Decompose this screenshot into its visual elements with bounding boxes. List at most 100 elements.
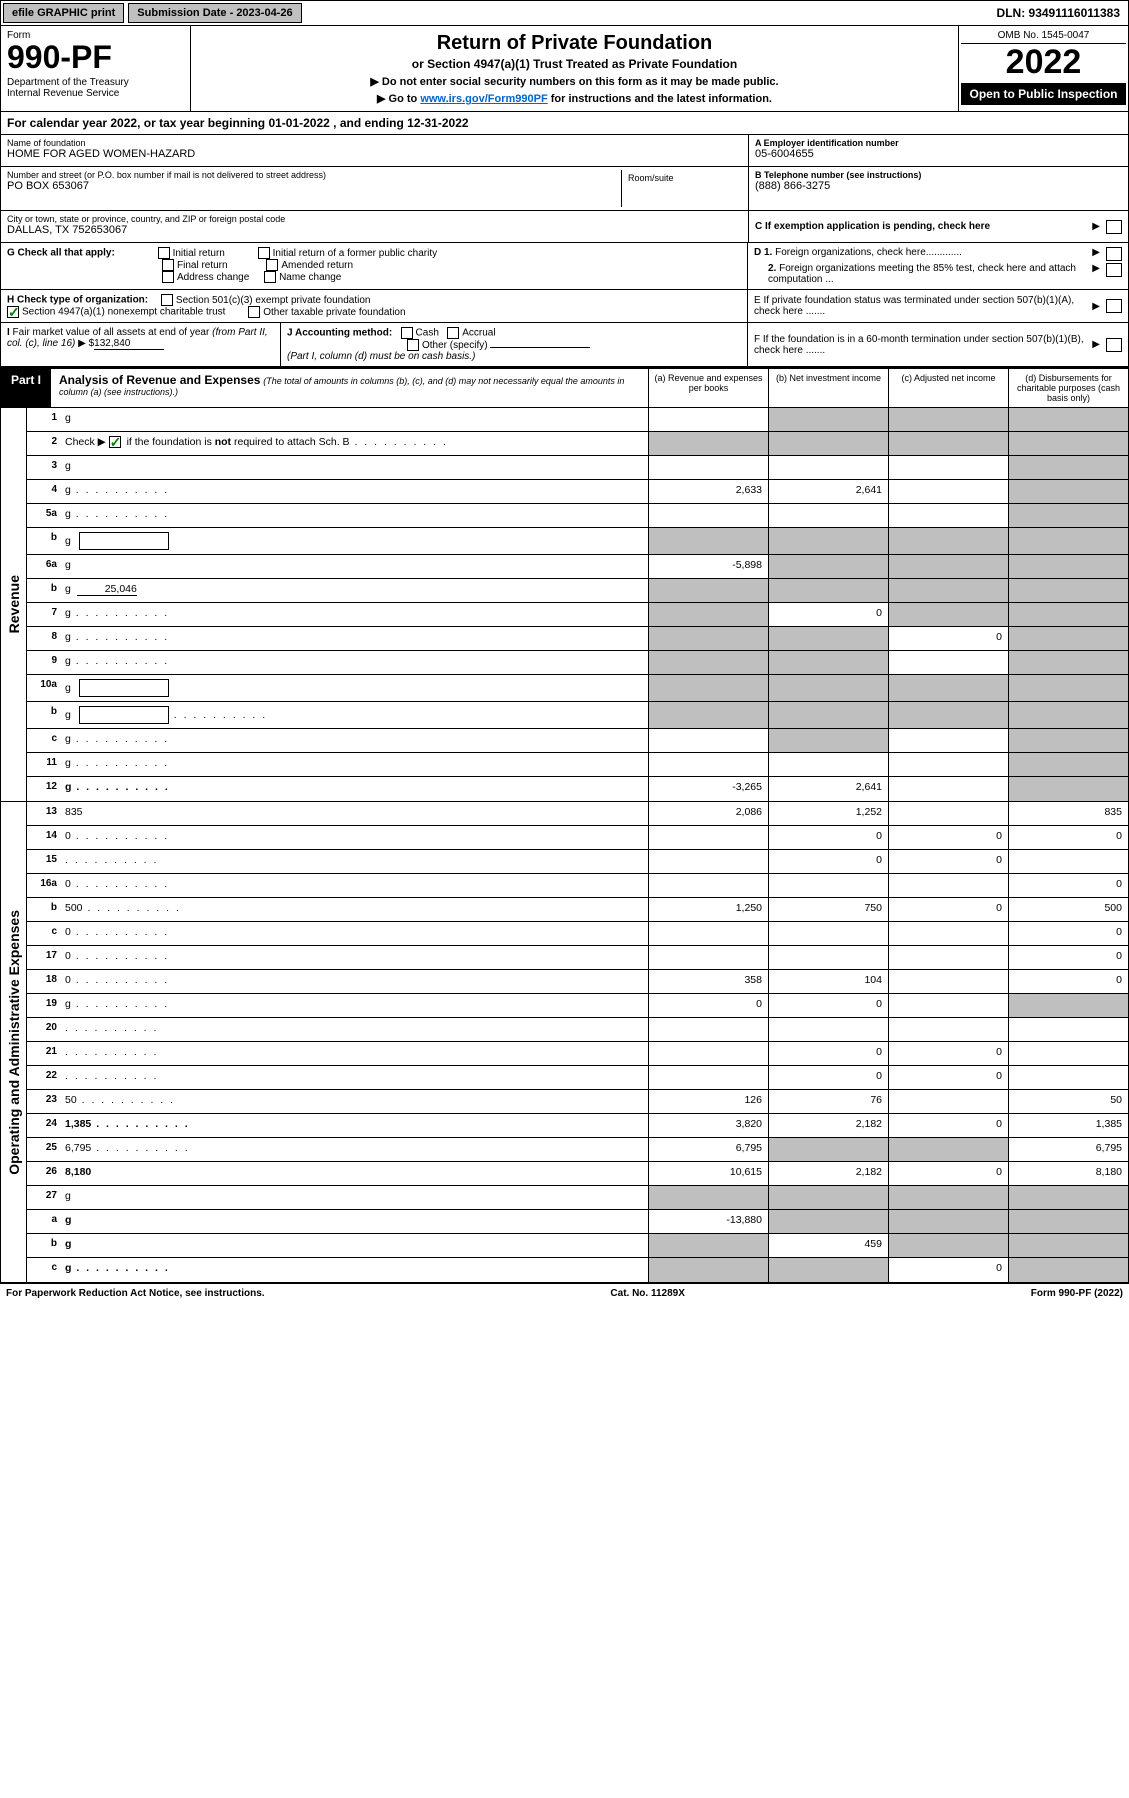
instructions-link[interactable]: www.irs.gov/Form990PF: [420, 93, 547, 105]
table-cell: [1008, 1258, 1128, 1282]
table-cell: [1008, 1018, 1128, 1041]
table-row: 2100: [27, 1042, 1128, 1066]
table-cell: 0: [1008, 826, 1128, 849]
table-cell: [648, 702, 768, 728]
checkbox-initial-return[interactable]: [158, 247, 170, 259]
checkbox-cash[interactable]: [401, 327, 413, 339]
table-row: b5001,2507500500: [27, 898, 1128, 922]
table-cell: [648, 603, 768, 626]
revenue-side-label: Revenue: [1, 408, 27, 801]
col-d-header: (d) Disbursements for charitable purpose…: [1008, 369, 1128, 407]
table-cell: 0: [888, 1114, 1008, 1137]
footer-form: Form 990-PF (2022): [1031, 1288, 1123, 1299]
table-cell: [1008, 1066, 1128, 1089]
table-cell: 2,633: [648, 480, 768, 503]
table-cell: [1008, 1186, 1128, 1209]
table-cell: [648, 1066, 768, 1089]
table-cell: [768, 627, 888, 650]
table-cell: [1008, 994, 1128, 1017]
table-cell: -5,898: [648, 555, 768, 578]
table-cell: [888, 1018, 1008, 1041]
g-check-row: G Check all that apply: Initial return I…: [1, 243, 748, 289]
table-cell: 104: [768, 970, 888, 993]
table-row: 8g0: [27, 627, 1128, 651]
table-cell: 0: [1008, 874, 1128, 897]
revenue-table: Revenue 1g2Check ▶ if the foundation is …: [0, 408, 1129, 802]
table-cell: 2,086: [648, 802, 768, 825]
table-cell: [648, 729, 768, 752]
address-cell: Number and street (or P.O. box number if…: [1, 167, 748, 211]
checkbox-f[interactable]: [1106, 338, 1122, 352]
checkbox-address-change[interactable]: [162, 271, 174, 283]
table-cell: [648, 1258, 768, 1282]
checkbox-other-taxable[interactable]: [248, 306, 260, 318]
table-row: 3g: [27, 456, 1128, 480]
table-cell: [888, 408, 1008, 431]
checkbox-4947a1[interactable]: [7, 306, 19, 318]
checkbox-e[interactable]: [1106, 299, 1122, 313]
calendar-year-line: For calendar year 2022, or tax year begi…: [0, 112, 1129, 135]
table-cell: 2,641: [768, 777, 888, 801]
table-row: 10ag: [27, 675, 1128, 702]
table-cell: 0: [648, 994, 768, 1017]
table-cell: [768, 456, 888, 479]
col-c-header: (c) Adjusted net income: [888, 369, 1008, 407]
table-cell: 0: [768, 1066, 888, 1089]
e-status-row: E If private foundation status was termi…: [748, 290, 1128, 322]
table-cell: [1008, 579, 1128, 602]
table-cell: [648, 850, 768, 873]
table-cell: 76: [768, 1090, 888, 1113]
table-cell: [888, 528, 1008, 554]
table-row: cg: [27, 729, 1128, 753]
table-cell: [888, 480, 1008, 503]
table-cell: 358: [648, 970, 768, 993]
telephone-cell: B Telephone number (see instructions) (8…: [749, 167, 1128, 211]
checkbox-d1[interactable]: [1106, 247, 1122, 261]
checkbox-amended[interactable]: [266, 259, 278, 271]
table-cell: [888, 970, 1008, 993]
table-row: cg0: [27, 1258, 1128, 1282]
table-cell: [648, 946, 768, 969]
col-b-header: (b) Net investment income: [768, 369, 888, 407]
table-cell: [888, 432, 1008, 455]
table-row: 11g: [27, 753, 1128, 777]
table-cell: [1008, 729, 1128, 752]
checkbox-name-change[interactable]: [264, 271, 276, 283]
table-cell: 0: [768, 1042, 888, 1065]
table-cell: 0: [888, 826, 1008, 849]
form-header: Form 990-PF Department of the TreasuryIn…: [0, 26, 1129, 112]
table-cell: [768, 432, 888, 455]
checkbox-c[interactable]: [1106, 220, 1122, 234]
checkbox-final-return[interactable]: [162, 259, 174, 271]
efile-print-btn[interactable]: efile GRAPHIC print: [3, 3, 124, 23]
table-cell: [768, 946, 888, 969]
table-row: 23501267650: [27, 1090, 1128, 1114]
fmv-value: 132,840: [94, 338, 164, 350]
table-cell: [888, 802, 1008, 825]
table-row: 12g-3,2652,641: [27, 777, 1128, 801]
table-row: bg25,046: [27, 579, 1128, 603]
expenses-side-label: Operating and Administrative Expenses: [1, 802, 27, 1282]
city-cell: City or town, state or province, country…: [1, 211, 748, 243]
form-number: 990-PF: [7, 41, 184, 73]
col-a-header: (a) Revenue and expenses per books: [648, 369, 768, 407]
table-cell: 0: [768, 826, 888, 849]
checkbox-other-method[interactable]: [407, 339, 419, 351]
ssn-note: ▶ Do not enter social security numbers o…: [201, 75, 948, 88]
expenses-table: Operating and Administrative Expenses 13…: [0, 802, 1129, 1283]
checkbox-d2[interactable]: [1106, 263, 1122, 277]
table-cell: 0: [768, 994, 888, 1017]
checkbox-501c3[interactable]: [161, 294, 173, 306]
table-cell: [1008, 456, 1128, 479]
table-cell: [768, 1210, 888, 1233]
top-bar: efile GRAPHIC print Submission Date - 20…: [0, 0, 1129, 26]
tax-year: 2022: [961, 44, 1126, 81]
table-cell: 50: [1008, 1090, 1128, 1113]
checkbox-accrual[interactable]: [447, 327, 459, 339]
table-row: 19g00: [27, 994, 1128, 1018]
table-cell: 459: [768, 1234, 888, 1257]
table-row: 1g: [27, 408, 1128, 432]
h-check-row: H Check type of organization: Section 50…: [1, 290, 748, 322]
table-cell: [648, 1234, 768, 1257]
checkbox-initial-former[interactable]: [258, 247, 270, 259]
